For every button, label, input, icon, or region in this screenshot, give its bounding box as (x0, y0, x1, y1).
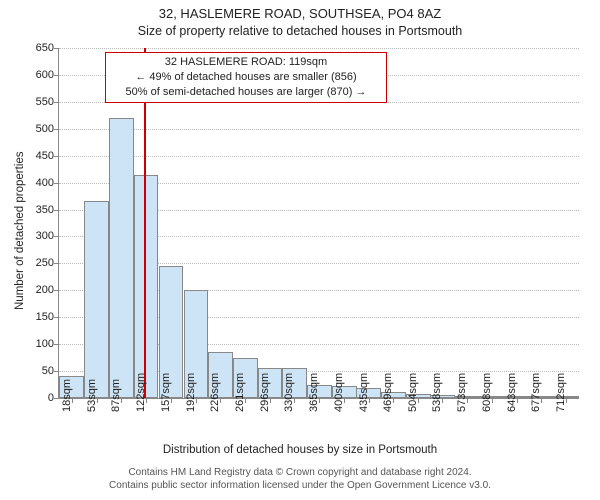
y-tick-label: 400 (14, 177, 54, 189)
y-tick-label: 300 (14, 230, 54, 242)
y-tick-label: 50 (14, 365, 54, 377)
y-tick-label: 550 (14, 96, 54, 108)
annotation-box: 32 HASLEMERE ROAD: 119sqm ← 49% of detac… (105, 52, 387, 103)
y-tick-label: 600 (14, 69, 54, 81)
y-tick-mark (54, 75, 59, 76)
y-tick-label: 200 (14, 284, 54, 296)
annotation-line-1: 32 HASLEMERE ROAD: 119sqm (112, 55, 380, 70)
y-tick-label: 150 (14, 311, 54, 323)
y-tick-mark (54, 371, 59, 372)
y-tick-mark (54, 263, 59, 264)
y-tick-mark (54, 48, 59, 49)
y-tick-mark (54, 344, 59, 345)
y-tick-mark (54, 236, 59, 237)
y-tick-mark (54, 290, 59, 291)
y-tick-mark (54, 210, 59, 211)
annotation-line-3: 50% of semi-detached houses are larger (… (112, 85, 380, 100)
footer-line-1: Contains HM Land Registry data © Crown c… (0, 466, 600, 479)
x-axis-label: Distribution of detached houses by size … (0, 444, 600, 456)
y-tick-mark (54, 183, 59, 184)
annotation-line-2: ← 49% of detached houses are smaller (85… (112, 70, 380, 85)
y-tick-label: 350 (14, 204, 54, 216)
y-tick-label: 650 (14, 42, 54, 54)
y-tick-mark (54, 102, 59, 103)
gridline (59, 156, 579, 157)
y-tick-label: 0 (14, 392, 54, 404)
y-tick-label: 250 (14, 257, 54, 269)
page-title: 32, HASLEMERE ROAD, SOUTHSEA, PO4 8AZ (0, 6, 600, 21)
y-tick-label: 450 (14, 150, 54, 162)
y-tick-label: 500 (14, 123, 54, 135)
gridline (59, 129, 579, 130)
y-tick-label: 100 (14, 338, 54, 350)
page-subtitle: Size of property relative to detached ho… (0, 24, 600, 38)
y-tick-mark (54, 317, 59, 318)
gridline (59, 48, 579, 49)
histogram-bar (134, 175, 159, 398)
footer-line-2: Contains public sector information licen… (0, 479, 600, 492)
histogram-bar (109, 118, 134, 398)
chart-container: 32, HASLEMERE ROAD, SOUTHSEA, PO4 8AZ Si… (0, 0, 600, 500)
y-tick-mark (54, 129, 59, 130)
histogram-bar (84, 201, 109, 398)
footer: Contains HM Land Registry data © Crown c… (0, 466, 600, 492)
y-tick-mark (54, 398, 59, 399)
y-tick-mark (54, 156, 59, 157)
